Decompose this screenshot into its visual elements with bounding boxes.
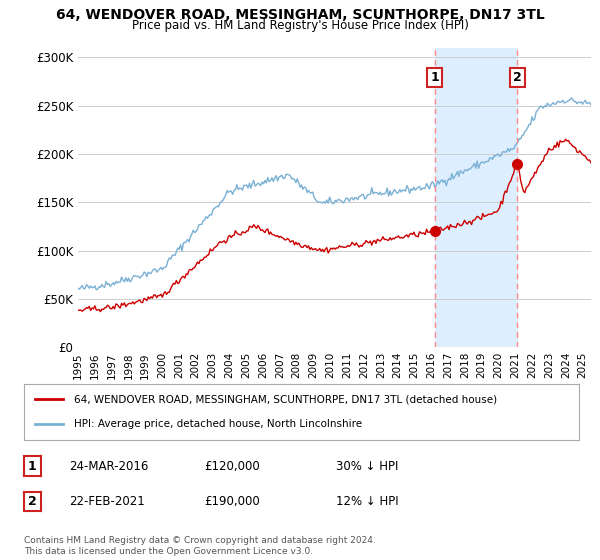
Text: Price paid vs. HM Land Registry's House Price Index (HPI): Price paid vs. HM Land Registry's House … — [131, 19, 469, 32]
Text: 64, WENDOVER ROAD, MESSINGHAM, SCUNTHORPE, DN17 3TL (detached house): 64, WENDOVER ROAD, MESSINGHAM, SCUNTHORP… — [74, 394, 497, 404]
Text: 1: 1 — [28, 460, 37, 473]
Text: 30% ↓ HPI: 30% ↓ HPI — [336, 460, 398, 473]
Text: £190,000: £190,000 — [204, 495, 260, 508]
Text: Contains HM Land Registry data © Crown copyright and database right 2024.
This d: Contains HM Land Registry data © Crown c… — [24, 536, 376, 556]
Text: 64, WENDOVER ROAD, MESSINGHAM, SCUNTHORPE, DN17 3TL: 64, WENDOVER ROAD, MESSINGHAM, SCUNTHORP… — [56, 8, 544, 22]
Text: 2: 2 — [513, 71, 522, 84]
Text: 24-MAR-2016: 24-MAR-2016 — [69, 460, 148, 473]
Text: 2: 2 — [28, 495, 37, 508]
Bar — [435, 48, 517, 347]
Text: 12% ↓ HPI: 12% ↓ HPI — [336, 495, 398, 508]
Text: 1: 1 — [430, 71, 439, 84]
Text: £120,000: £120,000 — [204, 460, 260, 473]
Text: 22-FEB-2021: 22-FEB-2021 — [69, 495, 145, 508]
Text: HPI: Average price, detached house, North Lincolnshire: HPI: Average price, detached house, Nort… — [74, 419, 362, 429]
